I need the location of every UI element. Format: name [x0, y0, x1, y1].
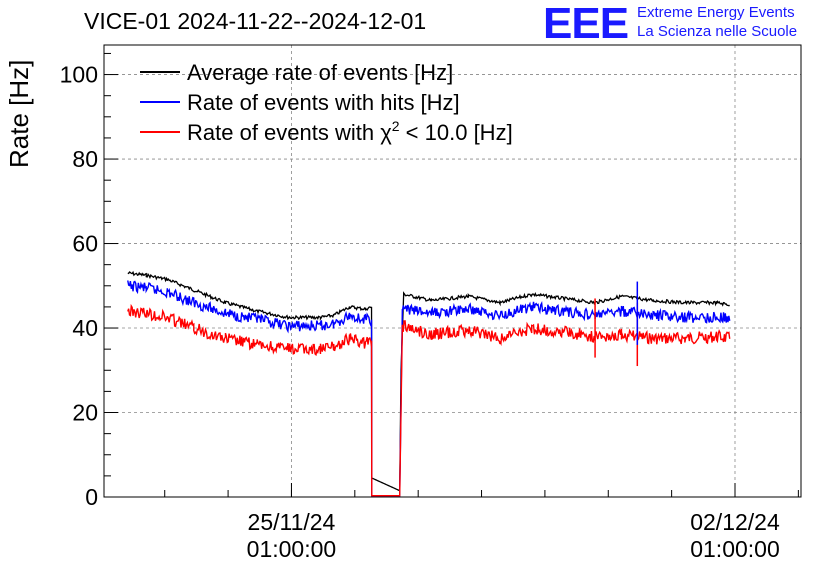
series-line	[127, 280, 731, 497]
eee-logo-text: Extreme Energy Events La Scienza nelle S…	[637, 3, 797, 41]
x-tick-date: 25/11/24	[248, 509, 336, 535]
chart-title: VICE-01 2024-11-22--2024-12-01	[84, 8, 427, 34]
y-tick-label: 80	[72, 146, 98, 172]
y-tick-label: 60	[72, 231, 98, 257]
series-group	[127, 270, 731, 497]
plot-frame	[103, 44, 802, 498]
y-tick-label: 20	[72, 400, 98, 426]
logo-line-1: Extreme Energy Events	[637, 4, 795, 21]
legend-label: Rate of events with χ2 < 10.0 [Hz]	[187, 118, 513, 145]
legend-label: Rate of events with hits [Hz]	[187, 90, 460, 115]
x-tick-date: 02/12/24	[690, 509, 780, 535]
y-tick-label: 40	[72, 315, 98, 341]
series-line	[127, 270, 730, 492]
series-line	[127, 303, 731, 497]
y-tick-label: 100	[60, 62, 98, 88]
x-tick-time: 01:00:00	[690, 536, 780, 562]
legend-label: Average rate of events [Hz]	[187, 60, 453, 85]
logo-line-2: La Scienza nelle Scuole	[637, 23, 798, 40]
y-tick-label: 0	[85, 484, 98, 510]
eee-logo-mark: EEE	[543, 0, 629, 48]
x-tick-time: 01:00:00	[247, 536, 337, 562]
legend: Average rate of events [Hz] Rate of event…	[140, 60, 513, 145]
axis-ticks: 02040608010025/11/2401:00:0002/12/2401:0…	[60, 52, 799, 562]
grid-lines	[104, 45, 801, 497]
